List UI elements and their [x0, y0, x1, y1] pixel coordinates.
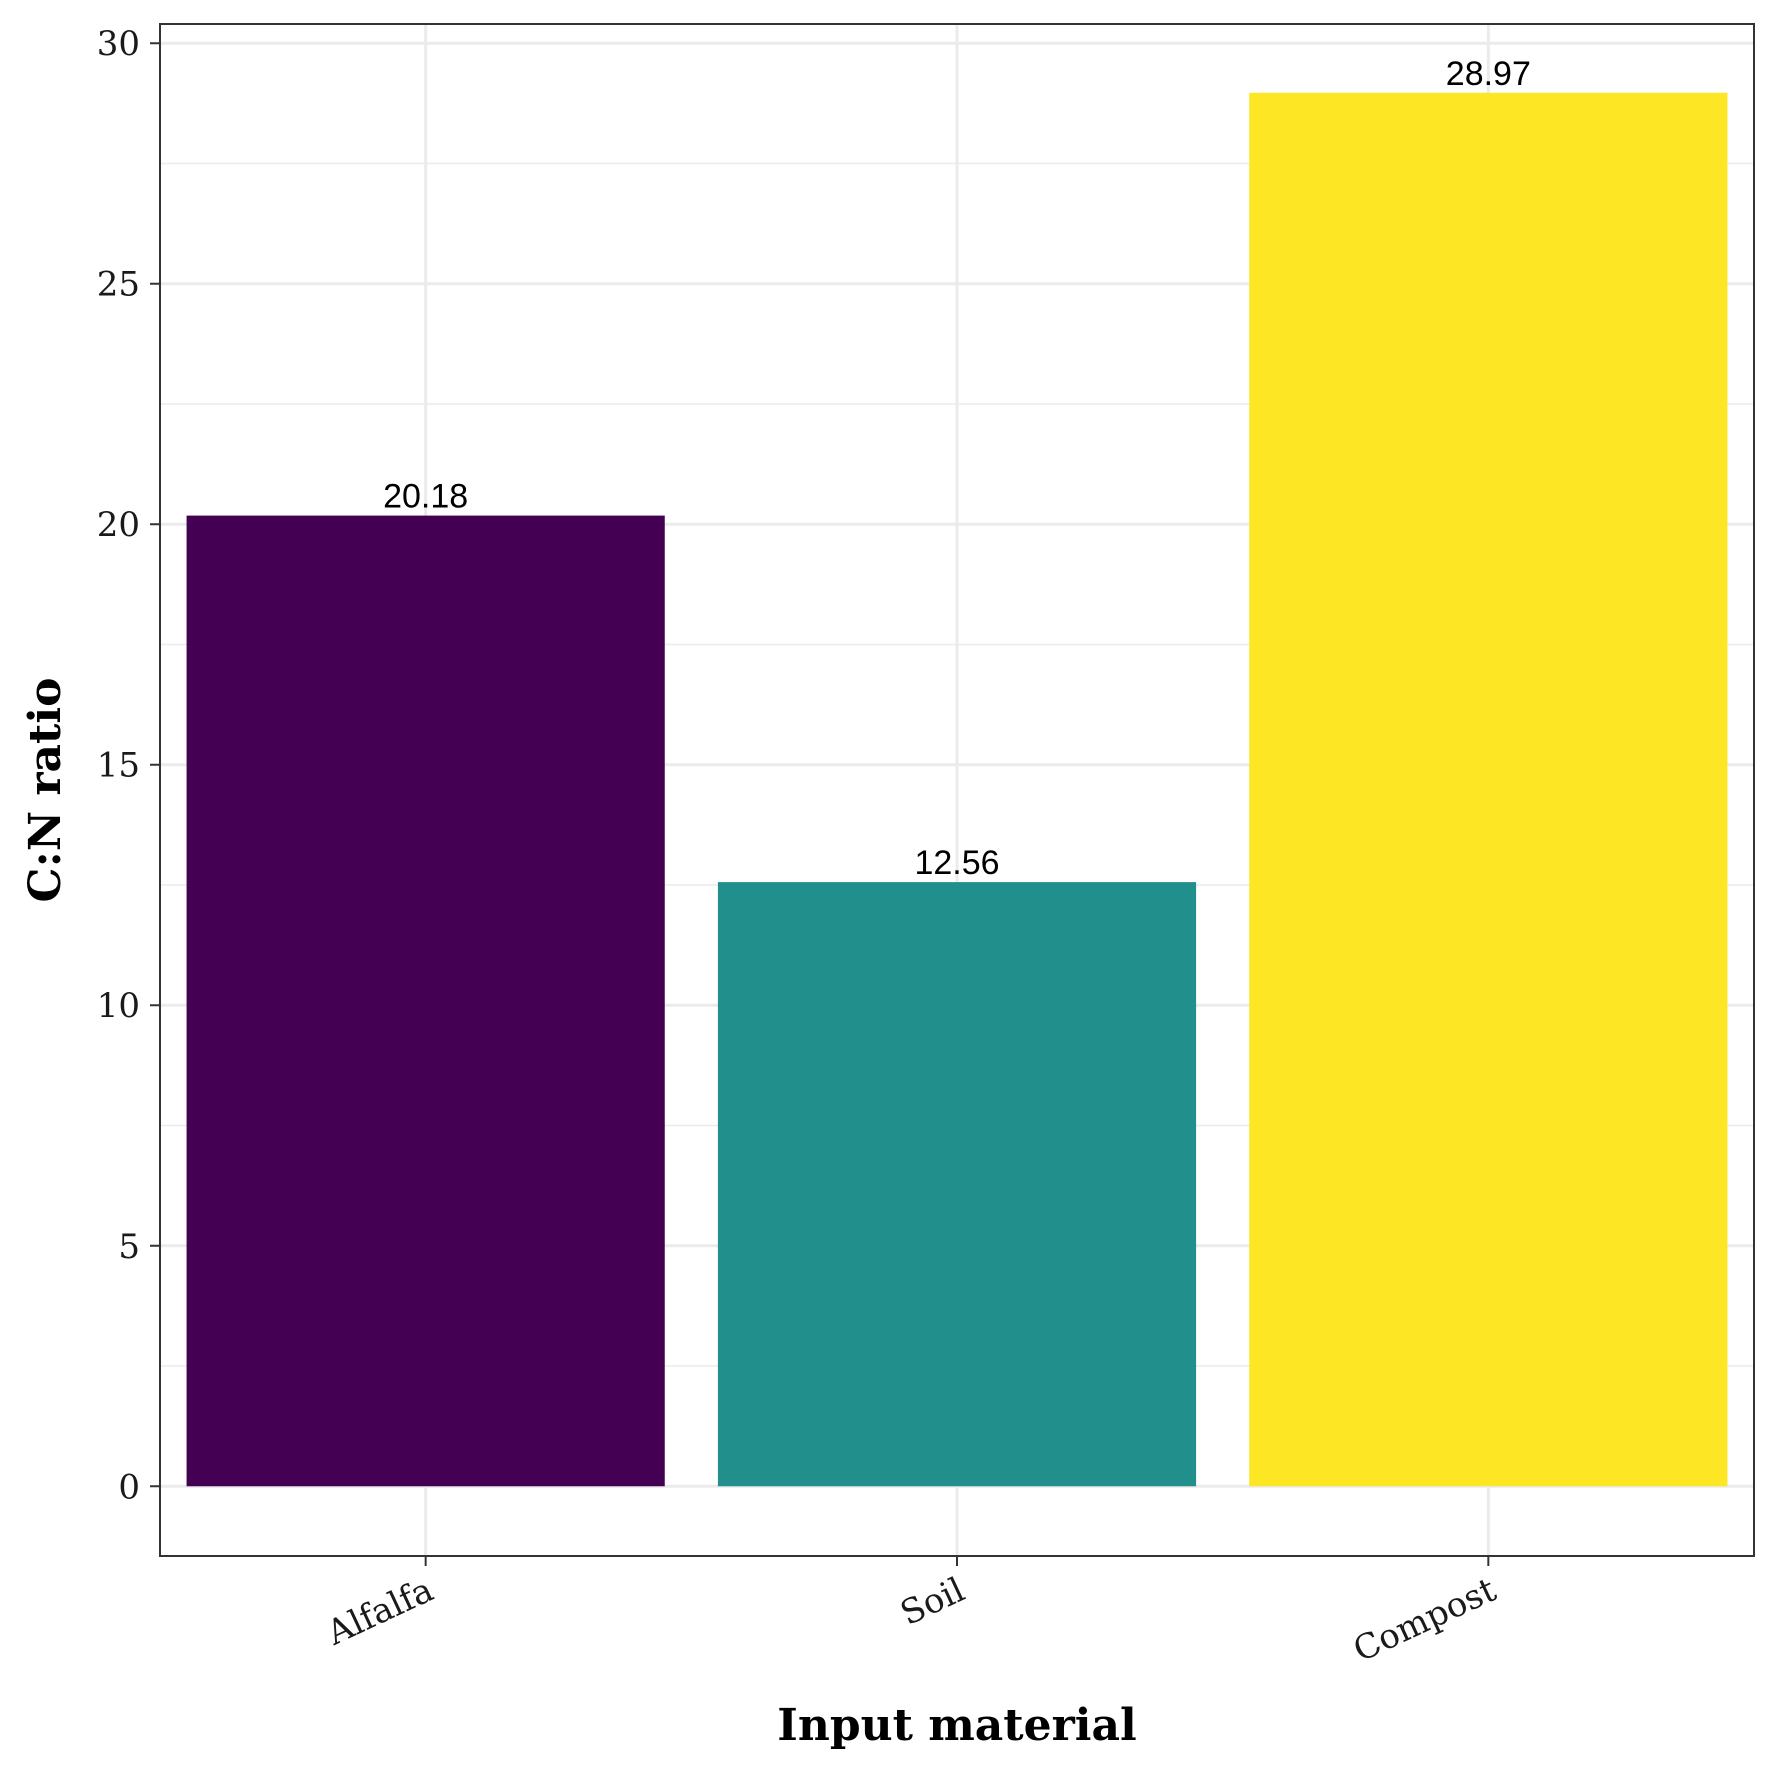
y-tick-label: 25 [97, 265, 140, 305]
data-labels: 20.18 12.56 28.97 [383, 55, 1531, 882]
data-label-alfalfa: 20.18 [383, 478, 468, 516]
bar-soil [717, 882, 1197, 1487]
y-tick-label: 0 [118, 1467, 140, 1507]
bar-alfalfa [186, 515, 665, 1487]
y-tick-label: 30 [97, 24, 140, 64]
y-tick-label: 20 [97, 505, 140, 545]
data-label-compost: 28.97 [1446, 55, 1531, 93]
y-tick-label: 5 [118, 1227, 140, 1267]
x-tick-label-soil: Soil [895, 1570, 971, 1634]
data-label-soil: 12.56 [914, 844, 999, 882]
y-tick-label: 10 [97, 986, 140, 1026]
bars [186, 92, 1728, 1487]
y-tick-label: 15 [97, 746, 140, 786]
bar-compost [1249, 92, 1728, 1487]
x-tick-label-alfalfa: Alfalfa [320, 1570, 439, 1654]
y-axis-title: C:N ratio [20, 678, 71, 903]
x-axis-title: Input material [777, 1700, 1136, 1751]
x-tick-label-compost: Compost [1347, 1570, 1502, 1671]
